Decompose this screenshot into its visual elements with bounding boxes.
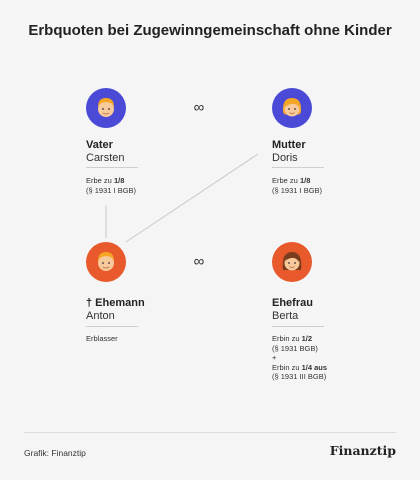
footer-credit: Grafik: Finanztip: [24, 448, 86, 458]
ehemann-divider: [86, 326, 138, 327]
mutter-divider: [272, 167, 324, 168]
mutter-name: Doris: [272, 152, 298, 164]
vater-divider: [86, 167, 138, 168]
line-mutter-ehemann: [125, 153, 259, 243]
avatar-ehefrau: [272, 242, 312, 282]
marriage-symbol-parents: ∞: [193, 99, 205, 116]
ehemann-role: † Ehemann: [86, 297, 145, 309]
footer-divider: [24, 432, 396, 433]
ehemann-name: Anton: [86, 310, 115, 322]
ehemann-note: Erblasser: [86, 334, 118, 343]
mutter-role: Mutter: [272, 139, 306, 151]
avatar-mutter: [272, 88, 312, 128]
man-face-icon: [98, 98, 114, 117]
mutter-note: Erbe zu 1/8 (§ 1931 I BGB): [272, 176, 323, 195]
vater-name: Carsten: [86, 152, 125, 164]
avatar-ehemann: [86, 242, 126, 282]
ehefrau-divider: [272, 326, 324, 327]
vater-note: Erbe zu 1/8 (§ 1931 I BGB): [86, 176, 137, 195]
brand-logo: Finanztip: [329, 443, 396, 458]
ehefrau-note: Erbin zu 1/2 (§ 1931 BGB) + Erbin zu 1/4…: [272, 334, 328, 381]
woman-face-icon: [282, 252, 302, 271]
man-face-icon: [98, 252, 114, 271]
diagram-title: Erbquoten bei Zugewinngemeinschaft ohne …: [28, 22, 392, 39]
marriage-symbol-couple: ∞: [193, 253, 205, 270]
ehefrau-role: Ehefrau: [272, 297, 313, 309]
avatar-vater: [86, 88, 126, 128]
vater-role: Vater: [86, 139, 113, 151]
woman-face-icon: [282, 98, 302, 117]
ehefrau-name: Berta: [272, 310, 299, 322]
